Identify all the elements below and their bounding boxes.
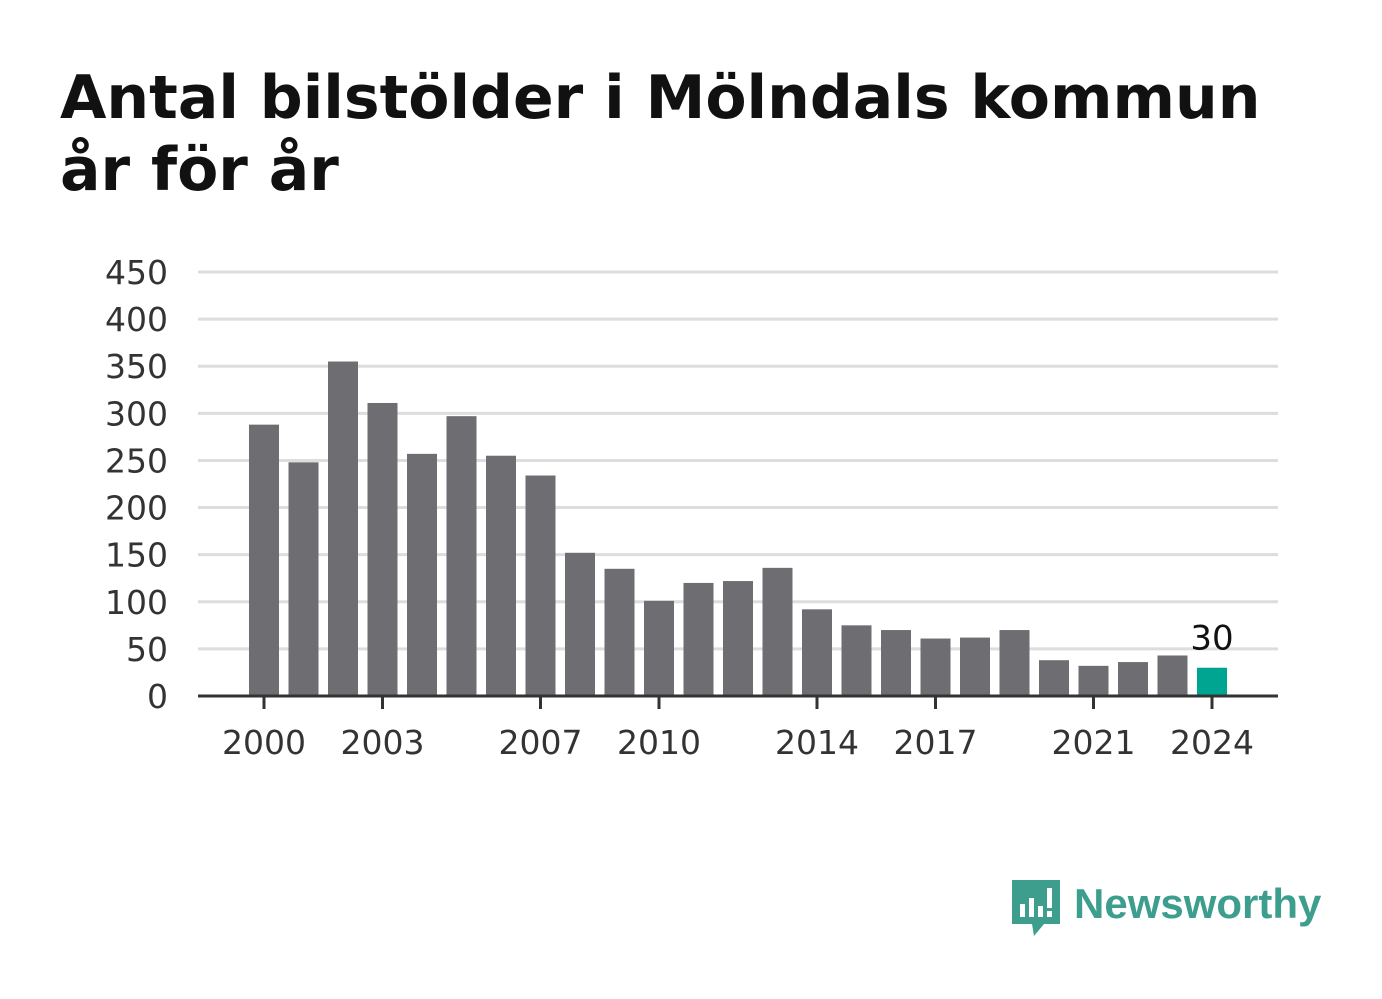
x-tick-label-2024: 2024 <box>1170 723 1254 762</box>
bar-2021 <box>1078 665 1109 696</box>
bar-2002 <box>328 361 358 696</box>
bar-2020 <box>1039 660 1069 696</box>
data-labels: 30 <box>1190 619 1233 659</box>
x-tick-label-2007: 2007 <box>499 723 583 762</box>
x-tick-label-2014: 2014 <box>775 723 859 762</box>
bar-2010 <box>644 600 674 696</box>
y-tick-label-350: 350 <box>105 347 168 386</box>
y-tick-label-0: 0 <box>147 677 168 716</box>
y-axis-ticks: 0 50 100 150 200 250 300 350 400 450 <box>105 253 168 716</box>
bar-2022 <box>1118 662 1148 696</box>
x-tick-label-2017: 2017 <box>894 723 978 762</box>
bar-2017 <box>920 638 951 696</box>
newsworthy-brand: Newsworthy <box>1010 878 1321 942</box>
bar-2006 <box>486 455 516 696</box>
y-tick-label-400: 400 <box>105 300 168 339</box>
bar-2012 <box>723 581 753 696</box>
y-tick-label-300: 300 <box>105 394 168 433</box>
y-tick-label-250: 250 <box>105 441 168 480</box>
bar-2001 <box>288 462 319 696</box>
y-tick-label-450: 450 <box>105 253 168 292</box>
bar-2014 <box>802 609 832 696</box>
newsworthy-logo-icon <box>1012 880 1060 936</box>
bar-2005 <box>446 416 477 696</box>
x-tick-label-2003: 2003 <box>341 723 425 762</box>
bar-2019 <box>999 630 1030 696</box>
bar-2000 <box>249 424 279 696</box>
bar-2011 <box>683 582 714 696</box>
bars <box>249 361 1227 696</box>
bar-2023 <box>1157 655 1188 696</box>
bar-2004 <box>407 453 437 696</box>
y-tick-label-100: 100 <box>105 583 168 622</box>
bar-2018 <box>960 637 990 696</box>
bar-2015 <box>841 625 872 696</box>
x-tick-label-2021: 2021 <box>1052 723 1136 762</box>
data-label-2024: 30 <box>1190 619 1233 659</box>
bar-2007 <box>525 475 556 696</box>
brand-name: Newsworthy <box>1074 880 1322 927</box>
bar-2009 <box>604 568 635 696</box>
bar-2024 <box>1197 667 1227 696</box>
bar-2016 <box>881 630 911 696</box>
chart-title: Antal bilstölder i Mölndals kommun år fö… <box>60 63 1261 205</box>
bar-2008 <box>565 552 595 696</box>
y-tick-label-150: 150 <box>105 536 168 575</box>
bar-2003 <box>367 402 398 696</box>
x-tick-label-2010: 2010 <box>617 723 701 762</box>
x-axis-ticks: 2000 2003 2007 2010 2014 2017 2021 2024 <box>222 696 1254 762</box>
y-tick-label-50: 50 <box>126 630 168 669</box>
x-tick-label-2000: 2000 <box>222 723 306 762</box>
y-tick-label-200: 200 <box>105 489 168 528</box>
bar-2013 <box>762 567 793 696</box>
